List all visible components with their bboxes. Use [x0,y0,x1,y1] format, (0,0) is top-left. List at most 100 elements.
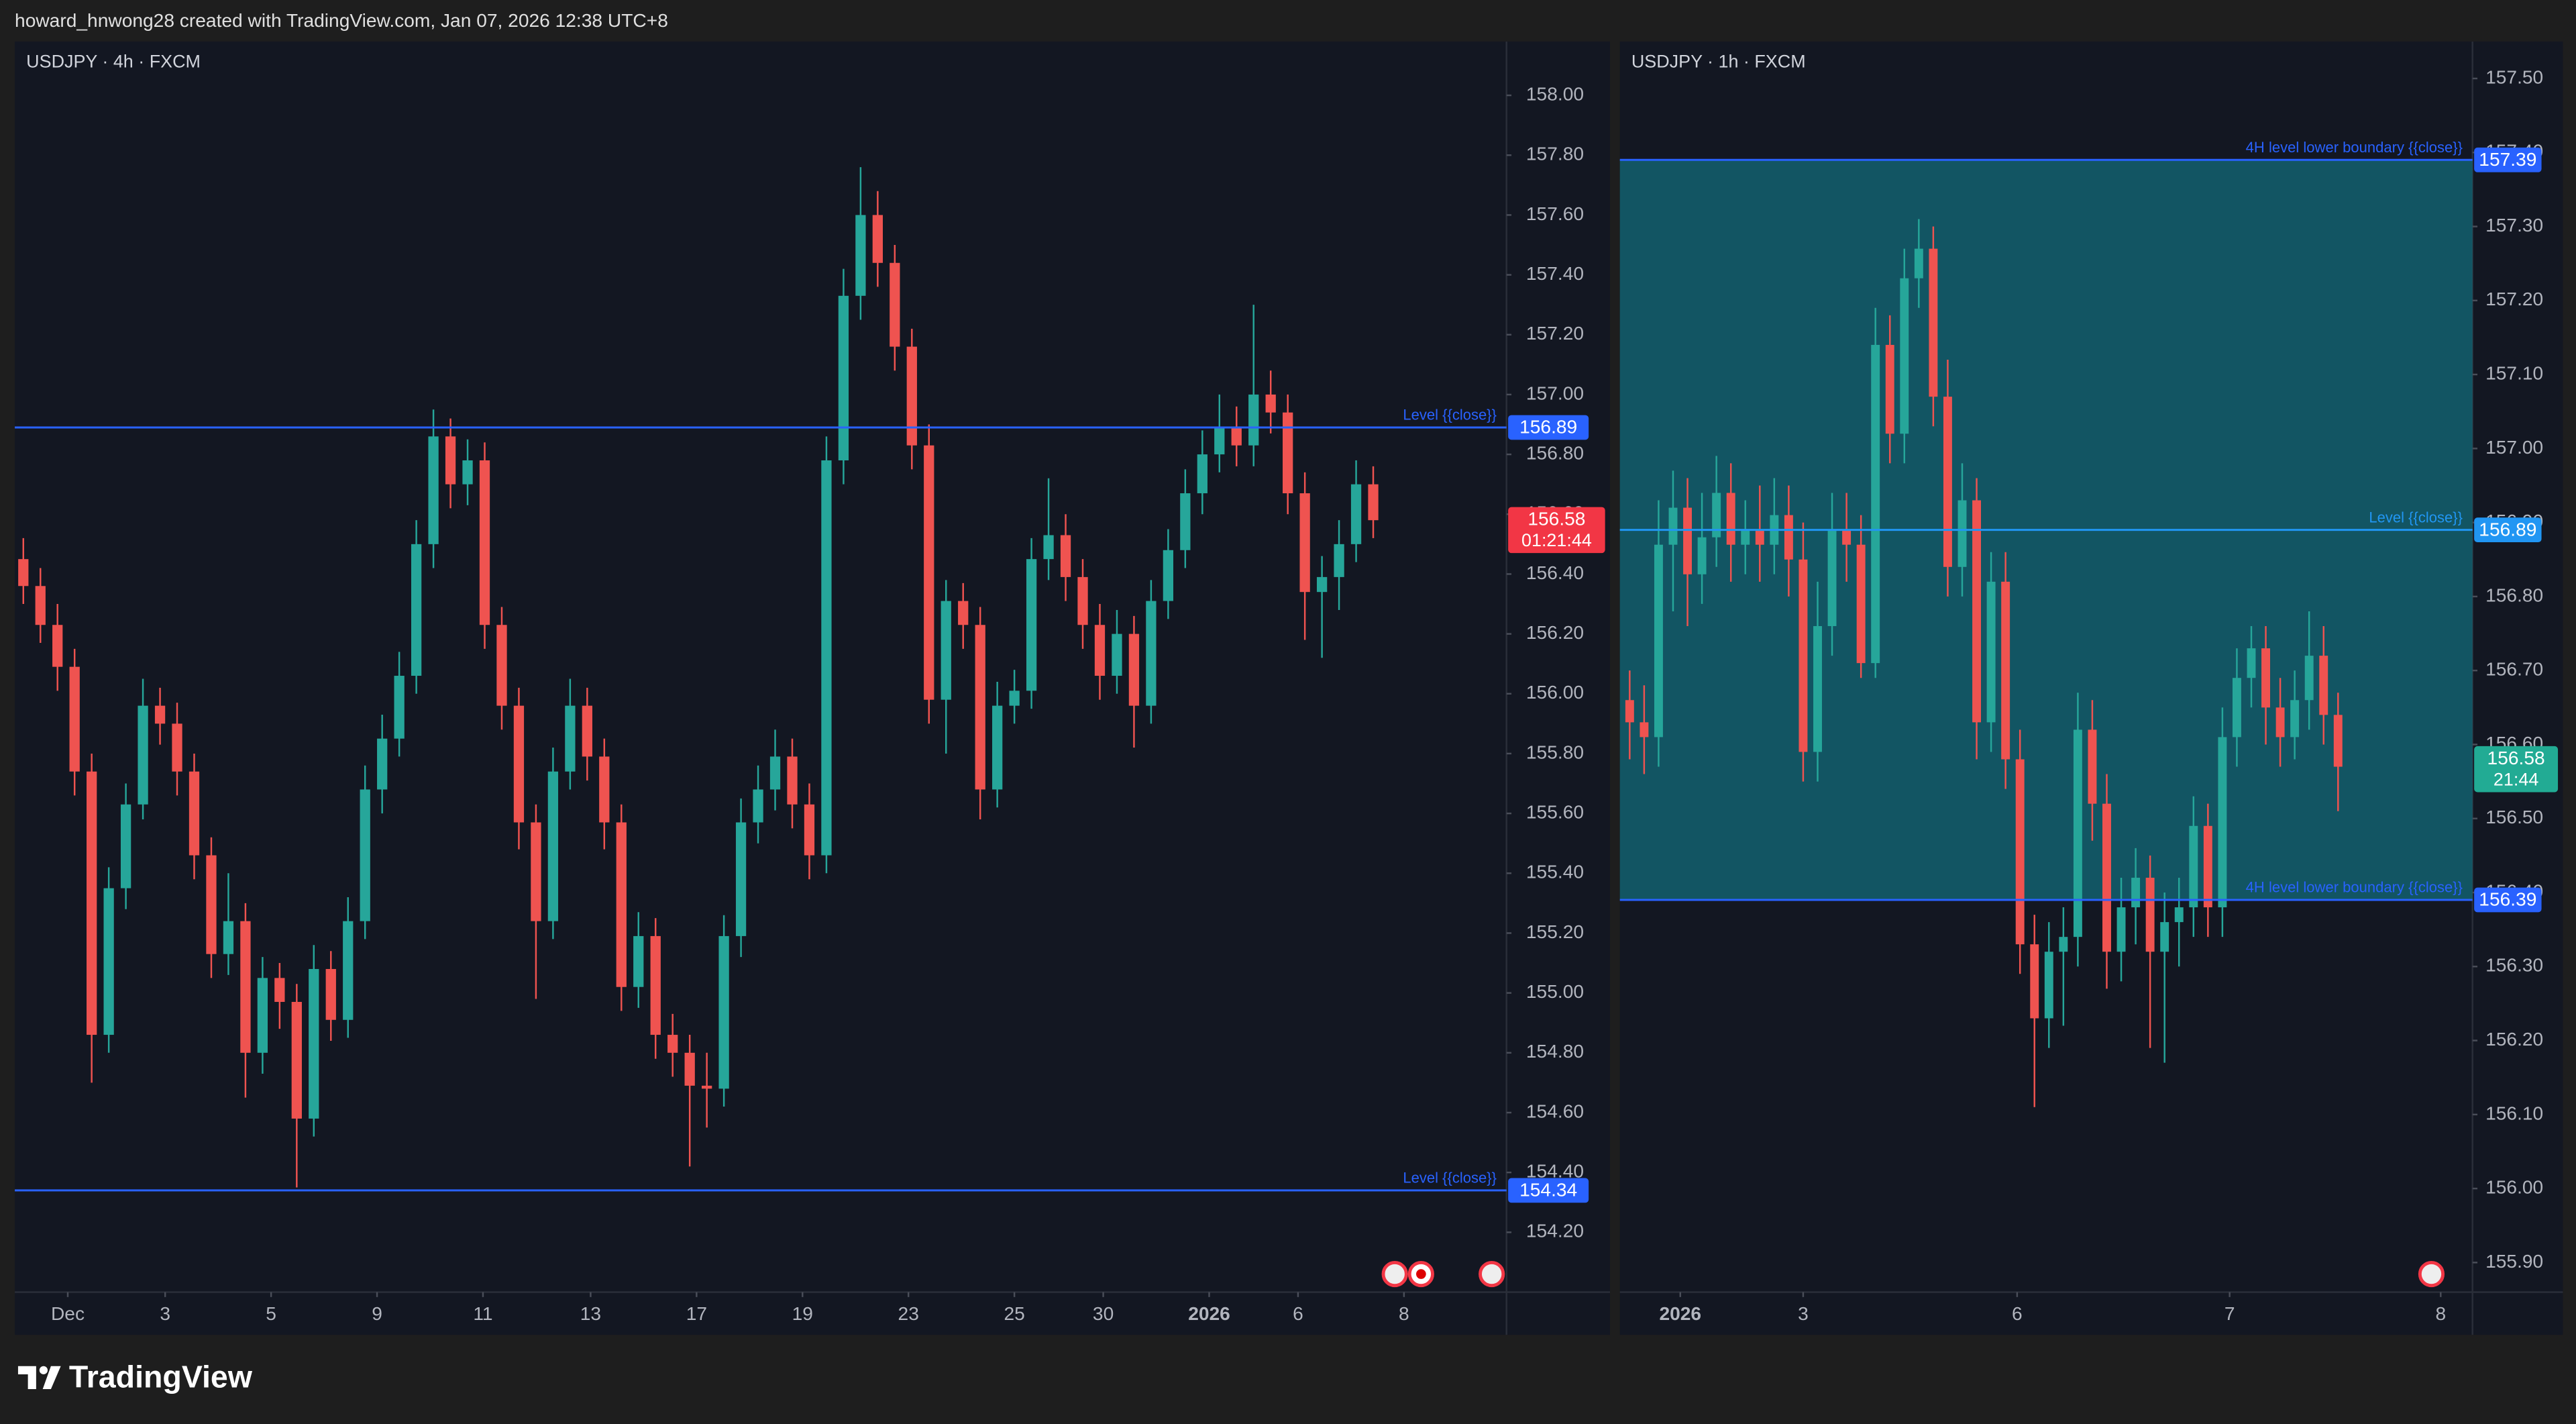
candle-body [291,1002,302,1119]
candle-body [735,822,747,936]
candle-body [513,705,525,823]
candle-body [1197,454,1208,494]
candle-body [274,978,285,1003]
candle-body [2059,937,2068,952]
candle-body [2131,877,2141,908]
candle-body [360,789,370,921]
event-icon[interactable] [1381,1260,1408,1288]
candle-body [2203,825,2212,908]
level-tag-label: 157.39 [2479,149,2536,170]
candle-body [547,771,559,921]
candle-body [69,666,80,772]
candle-body [1128,633,1140,706]
y-tick-label: 157.60 [1526,203,1584,224]
event-icon[interactable] [2418,1260,2445,1288]
candle-body [804,804,815,856]
candle-body [1986,581,1996,723]
x-tick-label: 17 [686,1303,707,1324]
y-tick-label: 156.40 [1526,562,1584,583]
event-icon[interactable] [1479,1260,1505,1288]
level-tag-label: 156.89 [2479,519,2536,540]
y-tick-label: 157.20 [2485,289,2543,309]
candle-body [257,978,268,1053]
candle-body [872,215,883,263]
y-tick-label: 154.40 [1526,1161,1584,1182]
candle-body [2073,729,2082,937]
candle-body [941,601,951,700]
candle-body [1299,493,1310,593]
logo-shape [17,1366,36,1389]
candle-body [855,215,866,296]
candle-body [2218,737,2227,908]
panel-left [15,41,1611,1335]
candle-body [890,262,900,347]
candle-body [2088,729,2097,804]
x-tick-label: 2026 [1188,1303,1230,1324]
candle-body [1741,529,1750,545]
candle-body [1283,412,1293,494]
x-tick-label: 3 [1798,1303,1809,1324]
y-tick-label: 156.20 [2485,1029,2543,1050]
candle-body [787,756,798,805]
event-icons [1381,1260,2445,1288]
candle-body [18,559,29,587]
candle-body [1248,394,1259,446]
y-tick-label: 155.20 [1526,921,1584,942]
y-tick-label: 155.60 [1526,802,1584,823]
x-tick-label: 6 [1293,1303,1303,1324]
candle-body [462,460,473,485]
candle-body [718,935,729,1089]
candle-body [1972,500,1982,723]
candle-body [2160,922,2169,952]
x-tick-label: 8 [2435,1303,2446,1324]
candle-body [394,676,405,739]
candle-body [1784,515,1793,560]
candle-body [87,771,97,1035]
candle-body [2304,656,2314,701]
candle-body [138,705,148,805]
candle-body [616,822,627,987]
candle-body [2319,656,2328,715]
logo-shape [39,1366,48,1374]
candle-body [753,789,763,823]
x-tick-label: 6 [2012,1303,2023,1324]
candle-body [479,460,490,625]
y-tick-label: 157.30 [2485,215,2543,236]
y-tick-label: 157.80 [1526,144,1584,164]
candle-body [599,756,610,823]
y-tick-label: 156.70 [2485,659,2543,680]
last-price: 156.58 [2487,748,2545,768]
candle-body [1060,535,1071,577]
candle-body [906,346,917,446]
y-tick-label: 154.80 [1526,1041,1584,1062]
chart-title: USDJPY · 1h · FXCM [1631,52,1806,72]
y-tick-label: 156.80 [1526,443,1584,464]
candle-body [2145,877,2155,952]
candle-body [2044,952,2053,1019]
candle-body [1163,550,1174,601]
x-tick-label: 5 [266,1303,276,1324]
candle-body [1712,493,1721,538]
candle-body [924,445,934,700]
candle-body [2015,759,2025,945]
candle-body [2174,907,2184,923]
candle-body [1146,601,1157,706]
candle-body [206,855,217,954]
candle-body [2001,581,2010,760]
countdown: 01:21:44 [1521,530,1592,550]
y-tick-label: 157.40 [1526,263,1584,284]
candle-body [2102,803,2111,952]
candle-body [1625,700,1634,723]
candle-body [2189,825,2198,908]
candle-body [1900,278,1909,434]
y-tick-label: 158.00 [1526,84,1584,105]
y-tick-label: 156.00 [1526,682,1584,703]
last-price-tag [2474,746,2559,793]
y-tick-label: 157.50 [2485,66,2543,87]
candle-body [582,705,592,757]
y-tick-label: 155.80 [1526,742,1584,762]
candle-body [1009,691,1020,706]
candle-body [172,723,182,772]
y-tick-label: 156.00 [2485,1177,2543,1198]
candle-body [565,705,576,772]
